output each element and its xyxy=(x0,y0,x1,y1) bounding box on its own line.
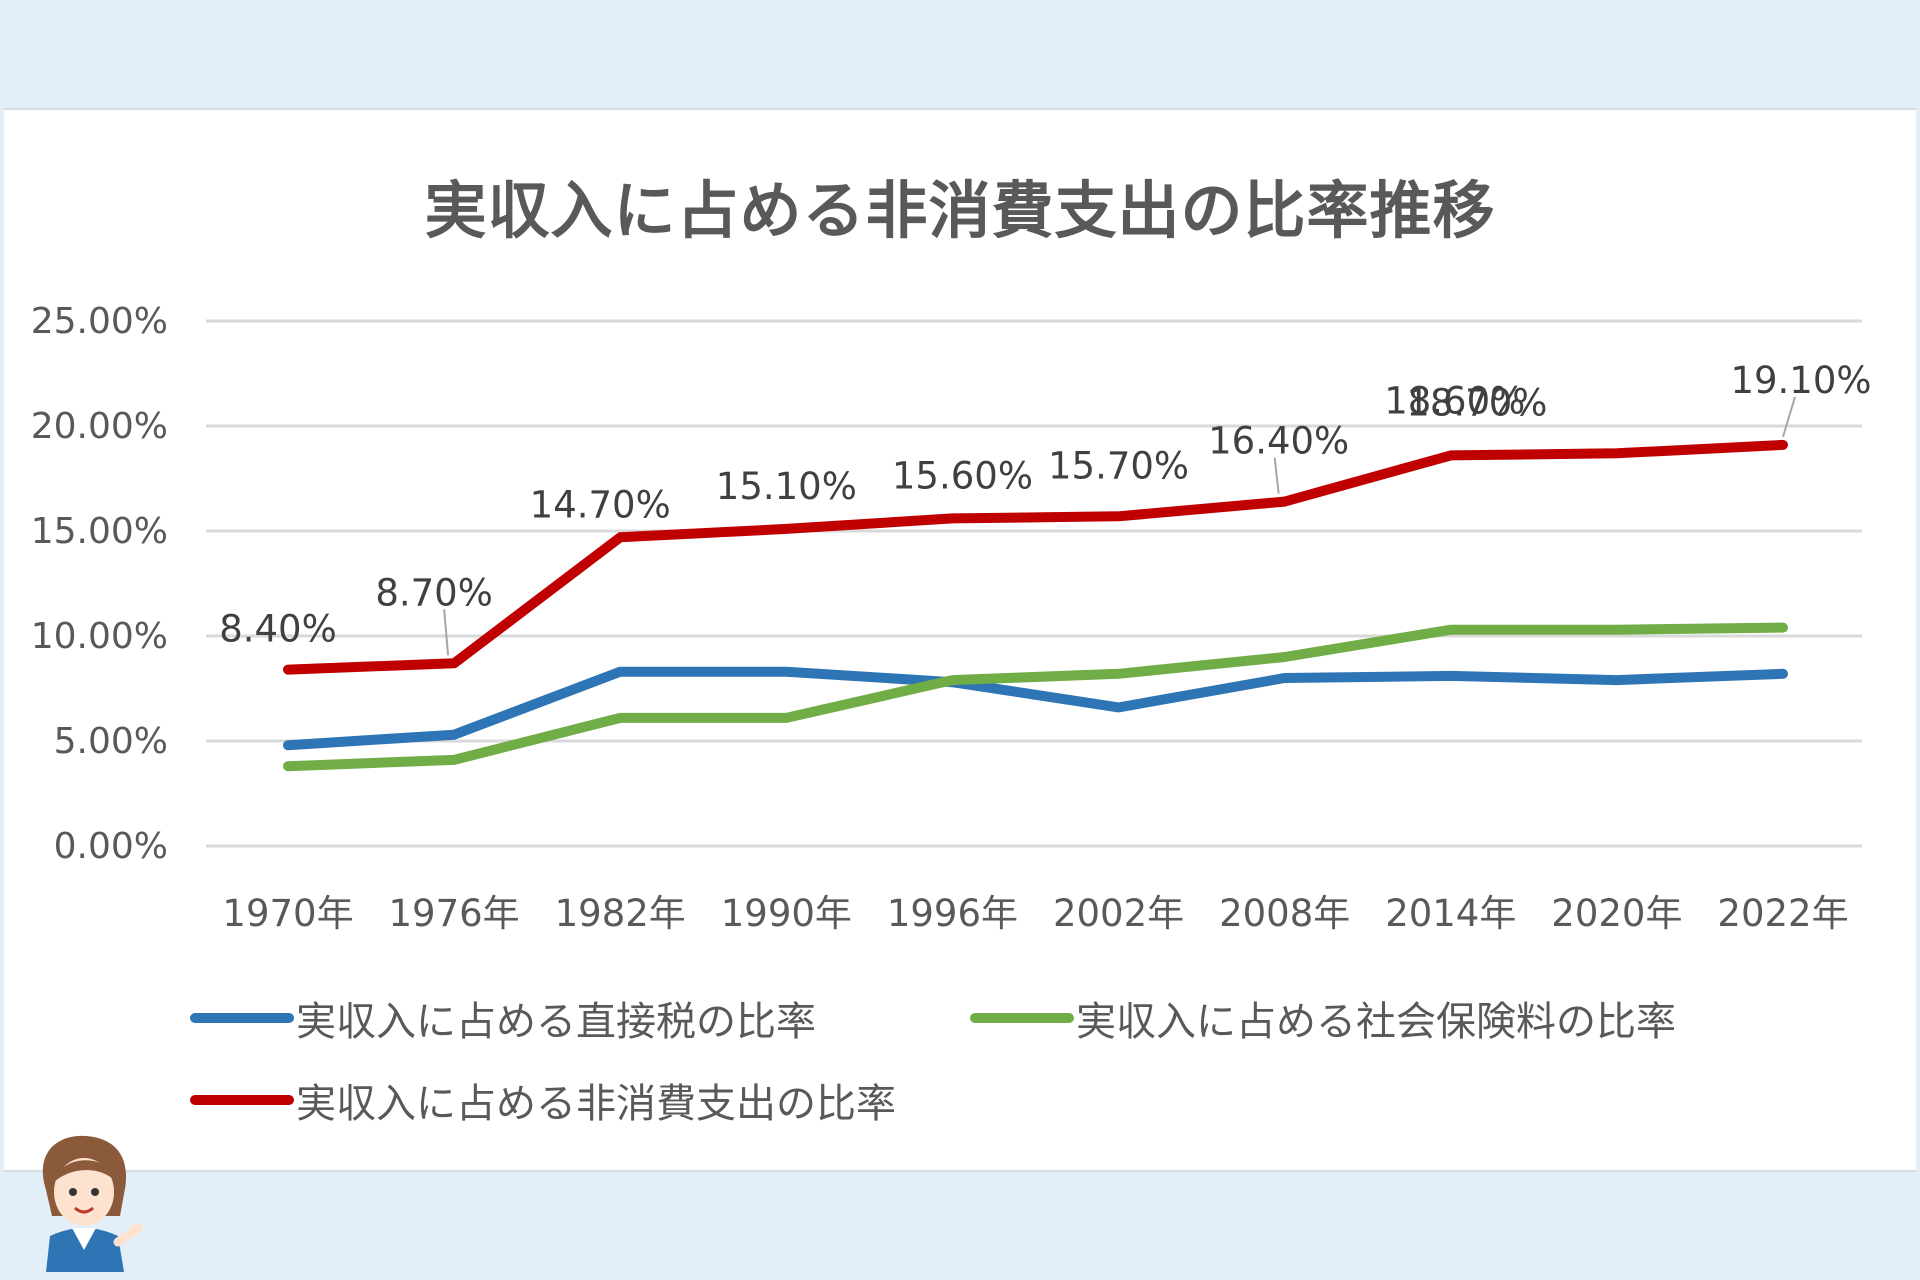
legend-item-non-consumption: 実収入に占める非消費支出の比率 xyxy=(190,1072,896,1128)
presenter-avatar-icon xyxy=(42,1135,143,1272)
legend-swatch-green xyxy=(970,1013,1074,1023)
data-label: 15.70% xyxy=(1048,444,1189,487)
data-label: 15.10% xyxy=(716,465,857,508)
x-tick-label: 2014年 xyxy=(1385,892,1516,935)
x-tick-label: 1976年 xyxy=(389,892,520,935)
y-tick-label: 10.00% xyxy=(31,616,168,657)
legend-item-direct-tax: 実収入に占める直接税の比率 xyxy=(190,990,816,1046)
legend-label: 実収入に占める社会保険料の比率 xyxy=(1076,999,1676,1045)
series-line-1 xyxy=(283,666,1788,751)
legend-swatch-blue xyxy=(190,1013,294,1023)
data-label: 8.40% xyxy=(219,608,337,651)
series-line-2 xyxy=(283,622,1788,772)
data-label: 19.10% xyxy=(1730,359,1871,402)
x-tick-label: 1990年 xyxy=(721,892,852,935)
data-label-leader xyxy=(443,609,450,656)
data-label-leader xyxy=(1782,396,1796,438)
y-tick-label: 20.00% xyxy=(31,406,168,447)
data-label: 8.70% xyxy=(375,571,493,614)
data-label: 18.70% xyxy=(1406,381,1547,424)
y-tick-label: 0.00% xyxy=(54,826,168,867)
series-line-3 xyxy=(283,439,1788,675)
data-label: 15.60% xyxy=(892,454,1033,497)
x-tick-label: 1970年 xyxy=(222,892,353,935)
legend-item-social-insurance: 実収入に占める社会保険料の比率 xyxy=(970,990,1676,1046)
y-tick-label: 5.00% xyxy=(54,721,168,762)
x-tick-label: 2022年 xyxy=(1717,892,1848,935)
x-tick-label: 2008年 xyxy=(1219,892,1350,935)
data-label: 14.70% xyxy=(530,483,671,526)
data-label: 18.60% xyxy=(1384,379,1525,422)
x-tick-label: 2020年 xyxy=(1551,892,1682,935)
y-tick-label: 15.00% xyxy=(31,511,168,552)
chart-panel xyxy=(4,108,1916,1172)
x-tick-label: 2002年 xyxy=(1053,892,1184,935)
data-label-leader xyxy=(1273,457,1280,494)
chart-title: 実収入に占める非消費支出の比率推移 xyxy=(424,174,1496,247)
x-tick-label: 1996年 xyxy=(887,892,1018,935)
x-tick-label: 1982年 xyxy=(555,892,686,935)
y-tick-label: 25.00% xyxy=(31,301,168,342)
legend-label: 実収入に占める非消費支出の比率 xyxy=(296,1081,896,1127)
legend-swatch-red xyxy=(190,1095,294,1105)
data-label: 16.40% xyxy=(1208,420,1349,463)
legend-label: 実収入に占める直接税の比率 xyxy=(296,999,816,1045)
